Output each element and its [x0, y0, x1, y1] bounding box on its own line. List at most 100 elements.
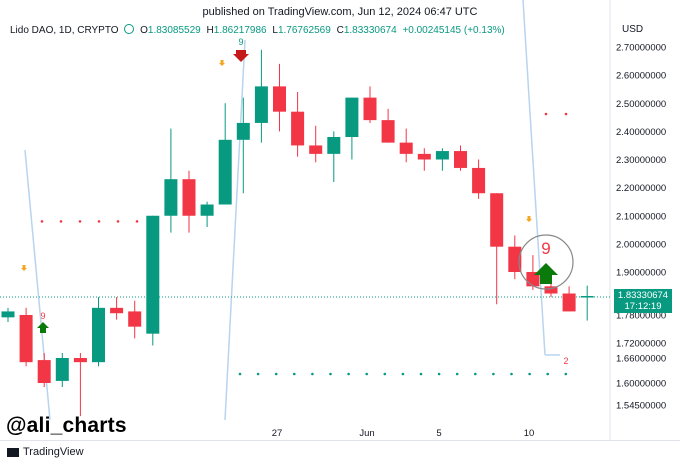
candle-body	[454, 151, 467, 168]
support-dot	[528, 372, 531, 376]
low-label: L	[272, 25, 278, 36]
candle-body	[110, 307, 124, 314]
last-price-value: 1.83330674	[617, 290, 669, 301]
small-arrow-icon	[219, 60, 225, 66]
td-markers: 9 9 9 2	[21, 37, 574, 366]
high-label: H	[206, 25, 214, 36]
guide-line	[522, 0, 546, 356]
candle-body	[490, 193, 504, 247]
footer-brand[interactable]: TradingView	[23, 446, 84, 458]
candle-body	[92, 307, 105, 363]
resistance-dot	[40, 220, 44, 223]
ohlc-legend: Lido DAO, 1D, CRYPTO O1.83085529 H1.8621…	[10, 24, 508, 36]
price-tick: 1.72000000	[616, 339, 666, 350]
candle-body	[526, 272, 540, 287]
resistance-dot	[116, 220, 120, 223]
candle-body	[381, 120, 395, 143]
td-count-top: 9	[238, 37, 243, 47]
currency-label[interactable]: USD	[622, 24, 644, 35]
resistance-dot	[78, 220, 82, 223]
candle-body	[1, 311, 15, 318]
close-value: 1.83330674	[343, 25, 397, 36]
price-tick: 2.00000000	[616, 239, 666, 250]
author-watermark: @ali_charts	[6, 414, 127, 437]
close-label: C	[336, 25, 344, 36]
candle-body	[291, 111, 305, 146]
price-tick: 1.54500000	[616, 401, 666, 412]
candle-body	[218, 139, 232, 205]
support-dot	[347, 372, 350, 376]
guide-lines	[0, 0, 610, 421]
candle-body	[472, 167, 486, 194]
bar-countdown: 17:12:19	[624, 301, 662, 312]
support-dot	[293, 372, 296, 376]
candle-body	[146, 215, 160, 334]
price-chart[interactable]: 9 9 9 2 2.70000000 2.60000000 2.50000000 2.400…	[0, 0, 680, 440]
support-dot	[419, 372, 423, 376]
date-tick: 5	[436, 428, 441, 439]
open-value: 1.83085529	[147, 25, 201, 36]
candle-body	[562, 293, 576, 312]
resistance-dot	[544, 112, 548, 116]
candle-body	[544, 286, 558, 294]
price-axis[interactable]: 2.70000000 2.60000000 2.50000000 2.40000000…	[616, 43, 666, 412]
price-tick: 2.30000000	[616, 155, 666, 166]
published-note: published on TradingView.com, Jun 12, 20…	[202, 6, 478, 18]
price-tick: 2.70000000	[616, 43, 666, 54]
level-dots	[40, 112, 568, 376]
candle-body	[254, 86, 268, 123]
buy-arrow-icon	[534, 263, 558, 284]
support-dot	[329, 372, 332, 376]
small-arrow-icon	[21, 265, 27, 271]
candle-body	[309, 145, 323, 154]
candles	[1, 49, 594, 417]
candle-body	[37, 360, 51, 383]
candle-body	[182, 179, 196, 216]
resistance-dot	[59, 220, 63, 223]
td-count-bottom: 2	[563, 356, 568, 366]
candle-body	[236, 122, 250, 140]
low-value: 1.76762569	[277, 25, 331, 36]
support-dot	[383, 372, 387, 376]
support-dot	[238, 372, 242, 376]
candle-body	[55, 358, 69, 381]
support-dot	[437, 372, 441, 376]
sell-arrow-icon	[233, 50, 249, 62]
date-tick: 10	[524, 428, 535, 439]
candle-body	[345, 97, 359, 137]
candle-body	[580, 296, 594, 298]
support-dot	[564, 372, 568, 376]
support-dot	[365, 372, 369, 376]
support-dot	[455, 372, 459, 376]
price-tick: 2.20000000	[616, 183, 666, 194]
support-dot	[510, 372, 513, 376]
resistance-dot	[135, 220, 139, 223]
support-dot	[546, 372, 549, 376]
time-axis[interactable]: 27 Jun 5 10	[272, 428, 535, 439]
support-dot	[492, 372, 495, 376]
price-tick: 1.90000000	[616, 268, 666, 279]
candle-body	[273, 86, 286, 112]
candle-body	[164, 179, 178, 216]
buy-arrow-icon	[37, 322, 49, 333]
support-dot	[401, 372, 405, 376]
candle-body	[363, 97, 377, 121]
status-dot-icon	[124, 24, 135, 34]
footer-bar: TradingView	[0, 440, 680, 465]
resistance-dot	[97, 220, 101, 223]
price-tick: 2.60000000	[616, 71, 666, 82]
candle-body	[417, 153, 431, 160]
candle-body	[327, 137, 341, 154]
date-tick: 27	[272, 428, 283, 439]
candle-body	[508, 246, 522, 272]
support-dot	[311, 372, 314, 376]
candle-body	[200, 204, 214, 216]
price-tick: 1.78000000	[616, 311, 666, 322]
open-label: O	[140, 25, 148, 36]
candle-body	[19, 315, 33, 363]
support-dot	[274, 372, 278, 376]
td-count-left: 9	[40, 311, 45, 321]
candle-body	[435, 151, 449, 160]
change-value: +0.00245145 (+0.13%)	[402, 25, 505, 36]
small-arrow-icon	[526, 216, 532, 222]
